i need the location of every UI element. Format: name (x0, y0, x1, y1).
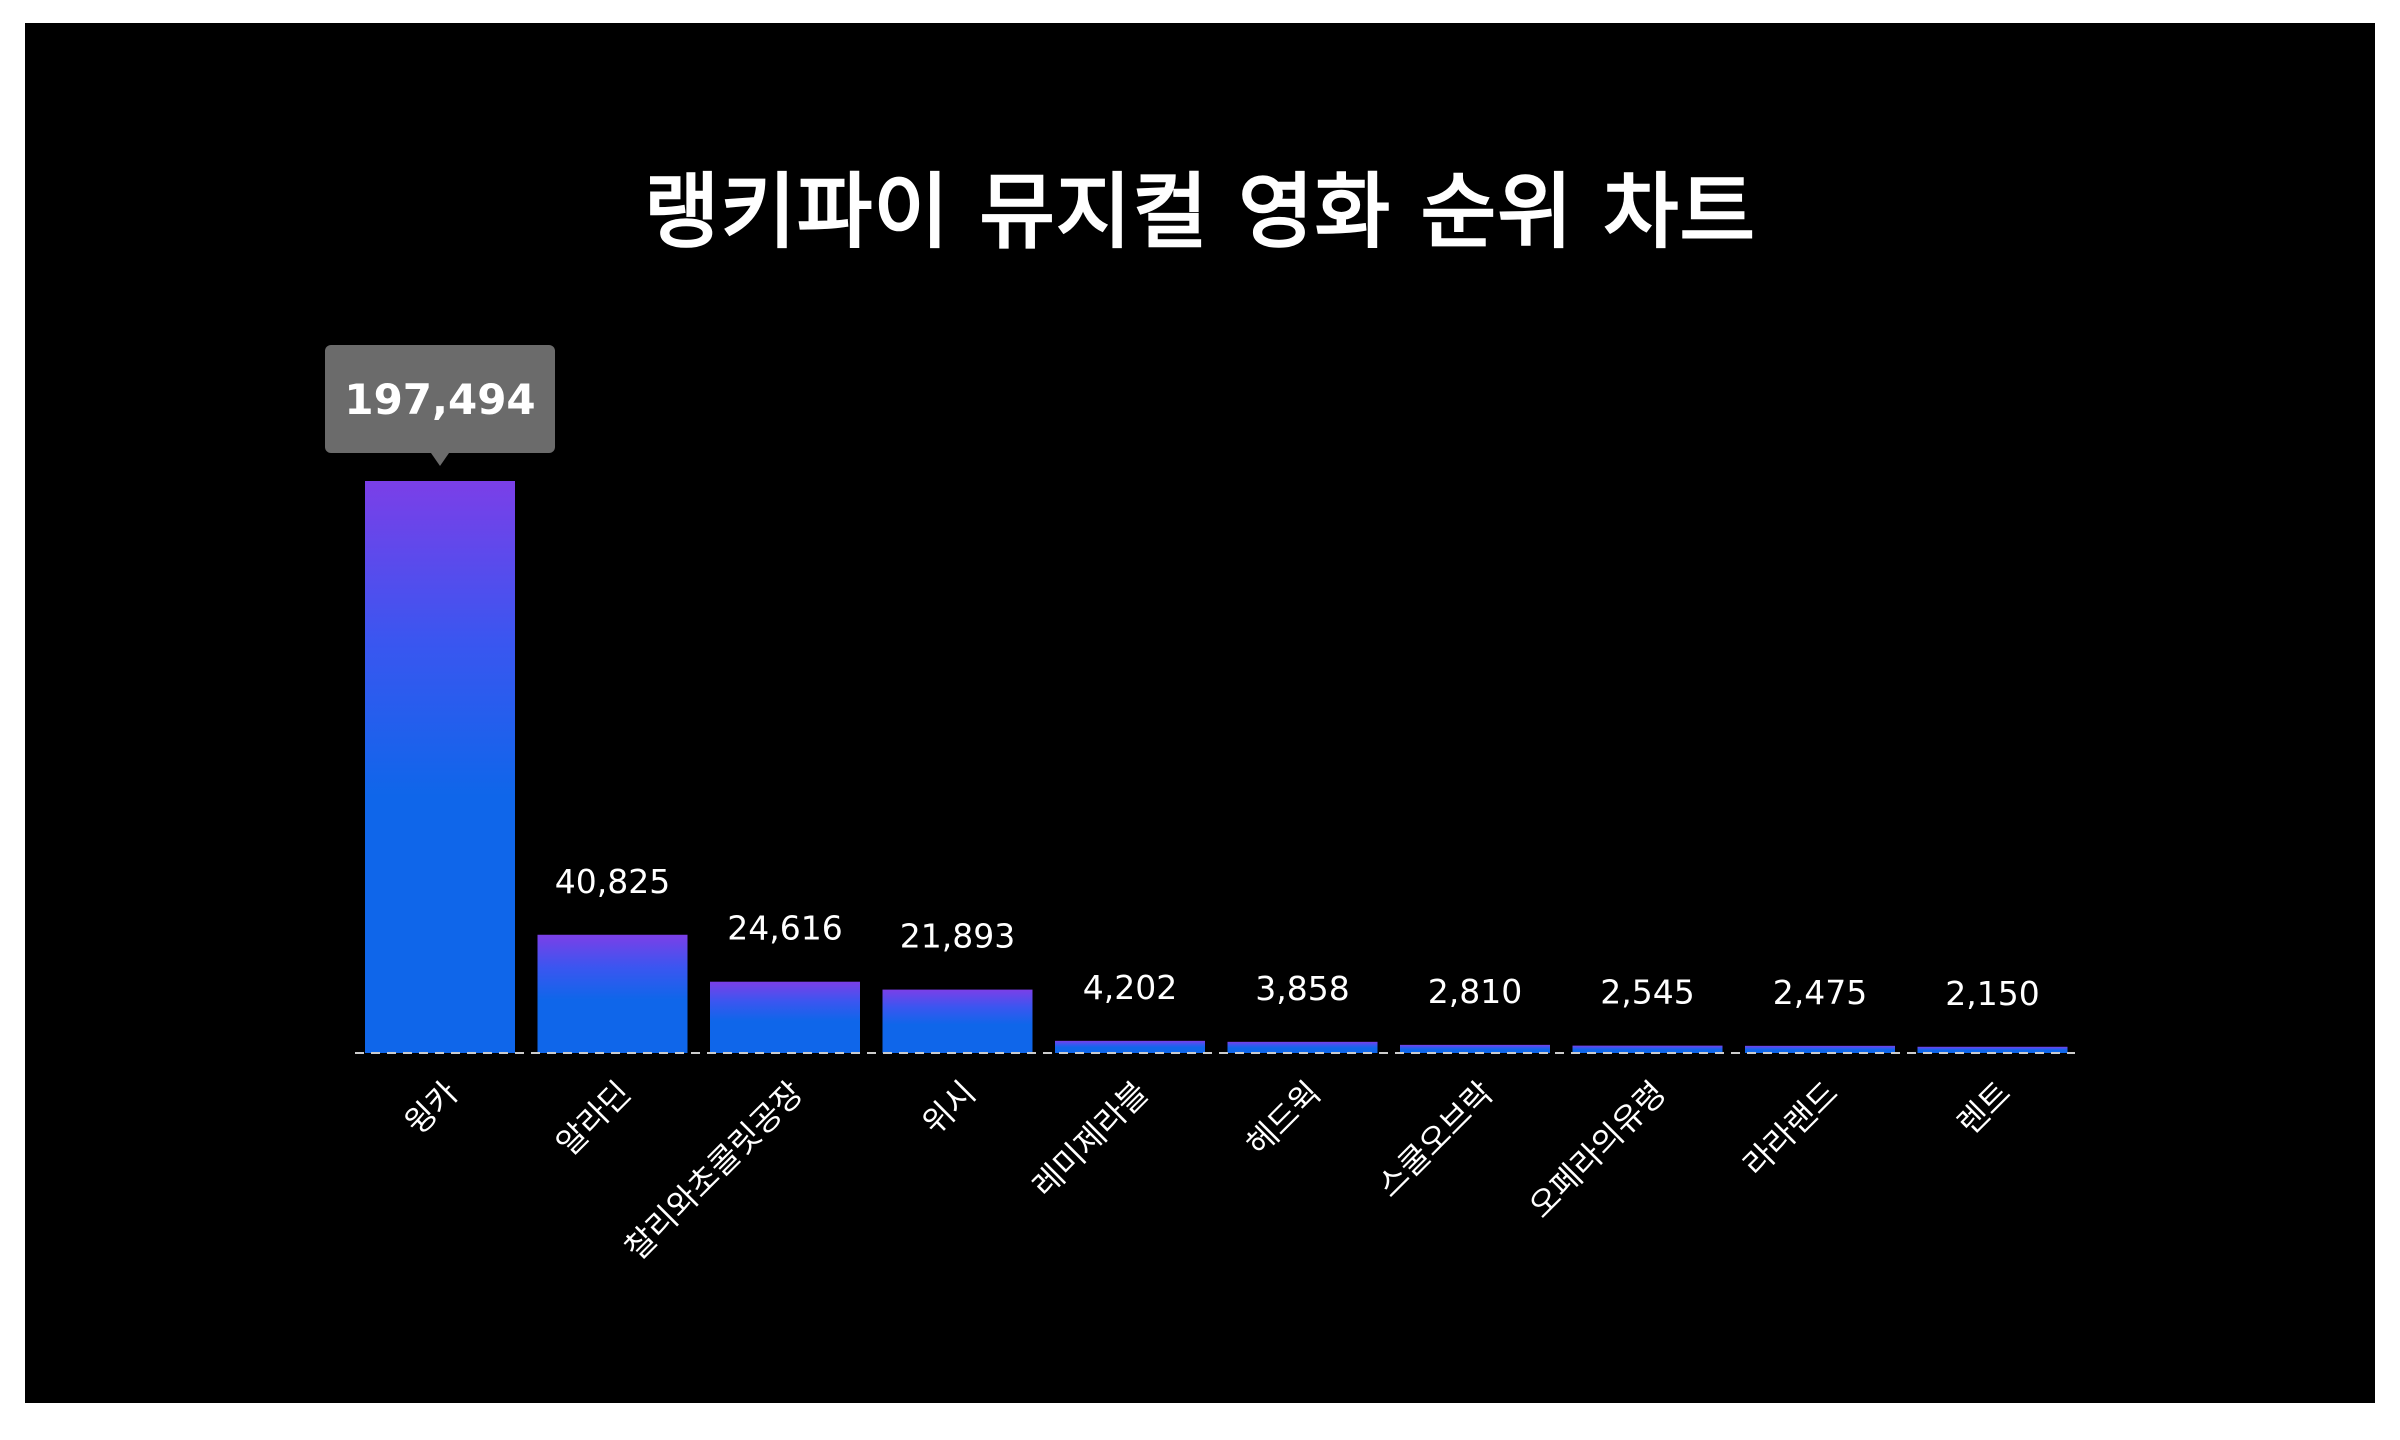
x-tick-label: 윙카 (397, 1074, 466, 1143)
data-label: 2,810 (1428, 972, 1522, 1011)
x-tick-label: 헤드윅 (1239, 1074, 1328, 1163)
x-tick-label: 오페라의유령 (1521, 1074, 1673, 1226)
x-tick-label: 스쿨오브락 (1370, 1074, 1501, 1205)
data-label: 2,150 (1945, 974, 2039, 1013)
data-label: 24,616 (727, 909, 842, 948)
x-tick-label: 알라딘 (549, 1074, 638, 1163)
bar[interactable] (1572, 1045, 1723, 1053)
bar[interactable] (710, 981, 860, 1053)
bar[interactable] (1917, 1046, 2068, 1053)
data-label: 21,893 (900, 917, 1015, 956)
bar[interactable] (1400, 1044, 1550, 1053)
x-tick-label: 위시 (915, 1074, 984, 1143)
chart-title: 랭키파이 뮤지컬 영화 순위 차트 (644, 165, 1756, 260)
data-label: 2,475 (1773, 973, 1867, 1012)
bar[interactable] (1227, 1041, 1378, 1053)
x-tick-label: 렌트 (1950, 1074, 2019, 1143)
bar-chart: 197,494 윙카 40,825 알라딘 24,616 찰리와초콜릿공장 21,893 위시… (325, 345, 2075, 1267)
bar[interactable] (1055, 1040, 1205, 1053)
x-tick-label: 라라랜드 (1736, 1074, 1846, 1184)
value-tooltip (325, 345, 555, 453)
data-label: 197,494 (344, 375, 535, 424)
chart-panel: 랭키파이 뮤지컬 영화 순위 차트 197,494 윙카 40,825 알라딘 24,6… (25, 23, 2375, 1403)
bar[interactable] (1745, 1045, 1895, 1053)
bar[interactable] (882, 989, 1033, 1053)
x-tick-label: 찰리와초콜릿공장 (617, 1074, 810, 1267)
data-label: 40,825 (555, 862, 670, 901)
data-label: 4,202 (1083, 968, 1177, 1007)
data-label: 3,858 (1255, 969, 1349, 1008)
value-tooltip-pointer (431, 453, 449, 466)
data-label: 2,545 (1600, 973, 1694, 1012)
bar[interactable] (365, 481, 515, 1053)
bar[interactable] (537, 934, 688, 1053)
x-tick-label: 레미제라블 (1025, 1074, 1156, 1205)
